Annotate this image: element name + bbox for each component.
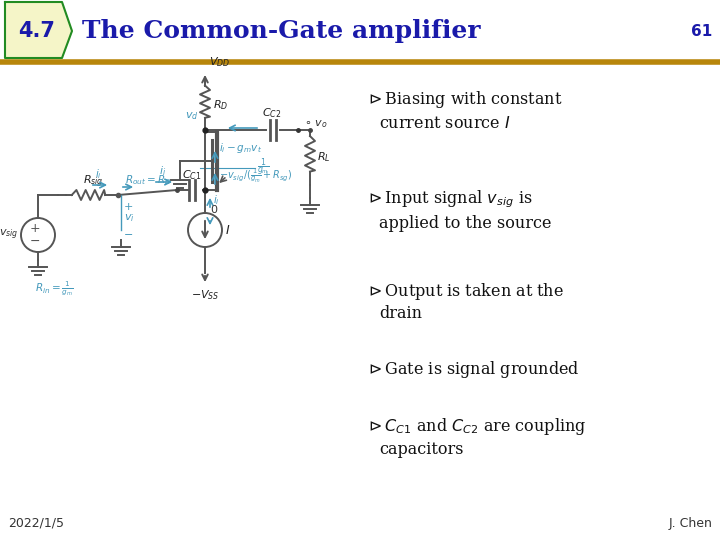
Text: $v_i$: $v_i$ <box>124 213 135 224</box>
Text: $R_{out}=R_D$: $R_{out}=R_D$ <box>125 173 171 187</box>
Text: $\frac{1}{g_m}$: $\frac{1}{g_m}$ <box>257 157 269 179</box>
Text: capacitors: capacitors <box>379 441 464 458</box>
Text: $i_i - g_m v_t$: $i_i - g_m v_t$ <box>219 141 262 155</box>
Text: +: + <box>124 201 133 212</box>
Text: $\vartriangleright$Input signal $v_{sig}$ is: $\vartriangleright$Input signal $v_{sig}… <box>365 188 533 210</box>
Text: $-v_{sig}/(\frac{1}{g_m}+R_{sg})$: $-v_{sig}/(\frac{1}{g_m}+R_{sg})$ <box>219 166 292 184</box>
Text: $\vartriangleright$Output is taken at the: $\vartriangleright$Output is taken at th… <box>365 281 564 302</box>
Text: $\vartriangleright$Biasing with constant: $\vartriangleright$Biasing with constant <box>365 89 562 110</box>
Text: $R_D$: $R_D$ <box>213 98 228 112</box>
Text: drain: drain <box>379 305 422 322</box>
Text: $C_{C1}$: $C_{C1}$ <box>182 168 202 182</box>
Text: −: − <box>30 234 40 247</box>
Text: The Common-Gate amplifier: The Common-Gate amplifier <box>82 19 480 43</box>
Text: 4.7: 4.7 <box>19 21 55 41</box>
Text: $R_{sig}$: $R_{sig}$ <box>83 173 103 190</box>
Text: 2022/1/5: 2022/1/5 <box>8 517 64 530</box>
Text: $i_i$: $i_i$ <box>159 164 166 178</box>
Polygon shape <box>5 2 72 58</box>
Text: $\vartriangleright$Gate is signal grounded: $\vartriangleright$Gate is signal ground… <box>365 359 580 380</box>
Text: J. Chen: J. Chen <box>668 517 712 530</box>
Text: current source $I$: current source $I$ <box>379 115 510 132</box>
Text: $R_L$: $R_L$ <box>317 150 330 164</box>
Text: $\vartriangleright$$C_{C1}$ and $C_{C2}$ are coupling: $\vartriangleright$$C_{C1}$ and $C_{C2}$… <box>365 416 586 437</box>
Text: $\circ\ v_o$: $\circ\ v_o$ <box>304 118 328 130</box>
Text: 0: 0 <box>210 205 217 215</box>
Text: applied to the source: applied to the source <box>379 215 552 232</box>
Text: −: − <box>124 230 133 240</box>
Text: $C_{C2}$: $C_{C2}$ <box>262 106 282 120</box>
Text: $i_i$: $i_i$ <box>213 193 220 207</box>
Text: $v_d$: $v_d$ <box>186 110 199 122</box>
Text: $i_i$: $i_i$ <box>94 167 102 181</box>
Text: +: + <box>30 222 40 235</box>
Text: $-V_{SS}$: $-V_{SS}$ <box>191 288 220 302</box>
Text: $I$: $I$ <box>225 224 230 237</box>
Text: $R_{in} = \frac{1}{g_m}$: $R_{in} = \frac{1}{g_m}$ <box>35 280 73 298</box>
Text: $v_{sig}$: $v_{sig}$ <box>0 228 18 242</box>
Text: 61: 61 <box>690 24 712 38</box>
Text: $V_{DD}$: $V_{DD}$ <box>209 55 230 69</box>
